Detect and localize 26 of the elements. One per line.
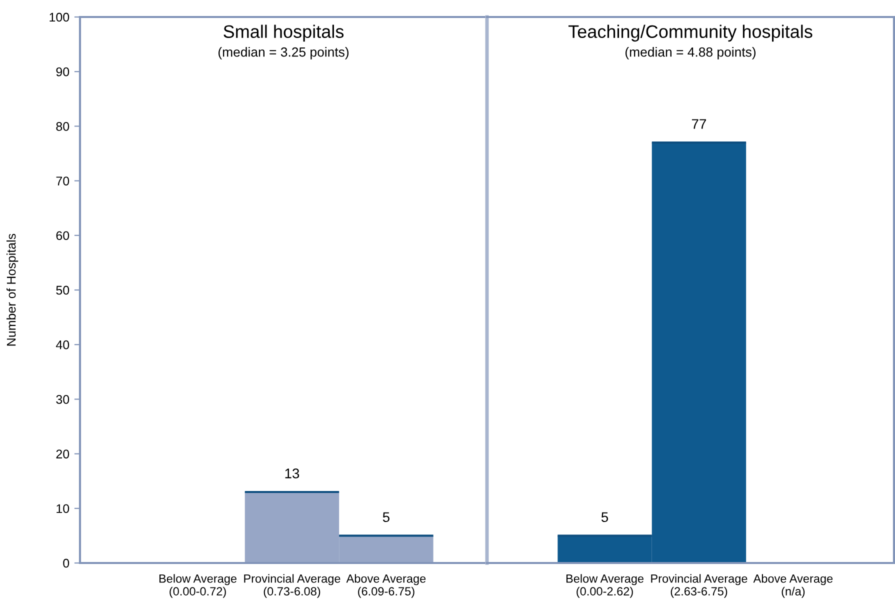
text: (median = 4.88 points) <box>625 47 756 60</box>
x-tick-label: Provincial Average (2.63-6.75) <box>651 574 748 598</box>
y-axis-title: Number of Hospitals <box>6 234 18 346</box>
chart-title: Small hospitals <box>224 24 344 42</box>
data-label: 5 <box>601 512 608 522</box>
y-tick-label: 10 <box>56 504 70 514</box>
y-tick-label: 100 <box>50 12 70 22</box>
y-tick-label: 30 <box>56 395 70 404</box>
y-tick-label: 0 <box>63 558 70 568</box>
x-tick-label: Below Average (0.00-2.62) <box>566 574 644 598</box>
data-label: 77 <box>692 119 706 129</box>
data-label: 13 <box>285 468 300 478</box>
y-tick-label: 50 <box>56 286 70 295</box>
text: (median = 3.25 points) <box>218 47 349 60</box>
y-tick-label: 20 <box>56 450 70 458</box>
y-tick-label: 70 <box>56 176 70 186</box>
y-tick-label: 60 <box>56 231 70 240</box>
y-tick-label: 80 <box>56 122 70 131</box>
y-tick-label: 40 <box>56 340 70 350</box>
chart-title: Teaching/Community hospitals <box>568 24 812 42</box>
y-tick-label: 90 <box>56 67 70 76</box>
x-tick-label: Above Average (6.09-6.75) <box>346 574 426 598</box>
x-tick-label: Below Average (0.00-0.72) <box>159 574 237 598</box>
x-tick-label: Provincial Average (0.73-6.08) <box>244 574 340 598</box>
data-label: 5 <box>382 512 390 522</box>
x-tick-label: Above Average (n/a) <box>753 574 833 598</box>
